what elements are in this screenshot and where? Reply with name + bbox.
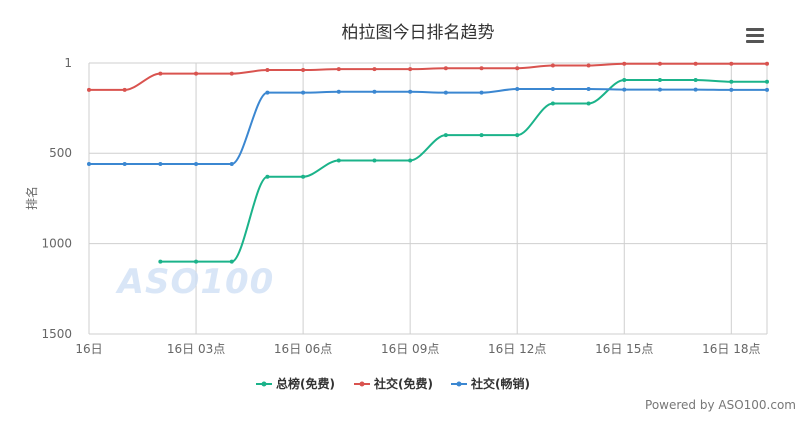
x-tick-label: 16日 03点	[167, 342, 225, 356]
data-point	[158, 259, 163, 264]
chart-title: 柏拉图今日排名趋势	[342, 23, 495, 43]
legend-item-2[interactable]: 社交(免费)	[354, 376, 433, 391]
data-point	[479, 66, 484, 71]
hamburger-menu-icon[interactable]	[744, 26, 766, 46]
data-point	[693, 61, 698, 66]
legend-item-1[interactable]: 总榜(免费)	[256, 376, 335, 391]
data-point	[336, 158, 341, 163]
series-line-3	[88, 88, 767, 166]
data-point	[765, 87, 769, 92]
series	[87, 61, 769, 264]
data-point	[479, 133, 484, 138]
y-axis-label: 排名	[24, 186, 39, 210]
data-point	[586, 87, 591, 92]
series-line-2	[88, 62, 767, 91]
data-point	[515, 133, 520, 138]
data-point	[622, 77, 627, 82]
data-point	[729, 79, 734, 84]
y-tick-label: 1500	[41, 327, 72, 341]
data-point	[443, 66, 448, 71]
data-point	[622, 61, 627, 66]
grid	[88, 62, 768, 335]
series-line-1	[160, 78, 768, 263]
data-point	[550, 63, 555, 68]
data-point	[550, 101, 555, 106]
data-point	[372, 89, 377, 94]
data-point	[229, 259, 234, 264]
data-point	[515, 87, 520, 92]
x-tick-label: 16日 18点	[702, 342, 760, 356]
legend: 总榜(免费) 社交(免费) 社交(畅销)	[256, 376, 530, 391]
data-point	[158, 162, 163, 167]
data-point	[372, 67, 377, 72]
legend-label: 社交(免费)	[373, 376, 433, 391]
data-point	[550, 87, 555, 92]
data-point	[693, 77, 698, 82]
legend-swatch-marker	[359, 381, 365, 387]
data-point	[729, 87, 734, 92]
data-point	[657, 61, 662, 66]
data-point	[586, 63, 591, 68]
powered-by-text: Powered by ASO100.com	[645, 398, 796, 412]
data-point	[265, 68, 270, 73]
data-point	[657, 87, 662, 92]
data-point	[408, 67, 413, 72]
data-point	[515, 66, 520, 71]
x-tick-label: 16日 15点	[595, 342, 653, 356]
data-point	[622, 87, 627, 92]
data-point	[765, 61, 769, 66]
legend-label: 社交(畅销)	[470, 376, 530, 391]
legend-swatch-marker	[261, 381, 267, 387]
data-point	[194, 71, 199, 76]
y-tick-label: 1000	[41, 237, 72, 251]
data-point	[265, 174, 270, 179]
x-tick-label: 16日 06点	[274, 342, 332, 356]
data-point	[693, 87, 698, 92]
legend-swatch-marker	[456, 381, 462, 387]
data-point	[87, 87, 91, 92]
y-tick-label: 1	[64, 56, 72, 70]
data-point	[372, 158, 377, 163]
data-point	[122, 162, 127, 167]
data-point	[301, 68, 306, 73]
y-tick-label: 500	[49, 146, 72, 160]
data-point	[301, 90, 306, 95]
data-point	[229, 162, 234, 167]
data-point	[265, 90, 270, 95]
data-point	[443, 90, 448, 95]
data-point	[586, 101, 591, 106]
data-point	[194, 162, 199, 167]
legend-item-3[interactable]: 社交(畅销)	[451, 376, 530, 391]
watermark: ASO100	[115, 262, 275, 302]
data-point	[158, 71, 163, 76]
data-point	[443, 133, 448, 138]
data-point	[229, 71, 234, 76]
data-point	[336, 67, 341, 72]
x-tick-label: 16日 09点	[381, 342, 439, 356]
data-point	[408, 158, 413, 163]
data-point	[729, 61, 734, 66]
data-point	[479, 90, 484, 95]
data-point	[301, 174, 306, 179]
data-point	[765, 79, 769, 84]
legend-label: 总榜(免费)	[276, 376, 335, 391]
x-tick-label: 16日	[75, 342, 102, 356]
data-point	[408, 89, 413, 94]
data-point	[87, 162, 91, 167]
x-tick-label: 16日 12点	[488, 342, 546, 356]
data-point	[336, 89, 341, 94]
data-point	[657, 77, 662, 82]
data-point	[122, 87, 127, 92]
data-point	[194, 259, 199, 264]
